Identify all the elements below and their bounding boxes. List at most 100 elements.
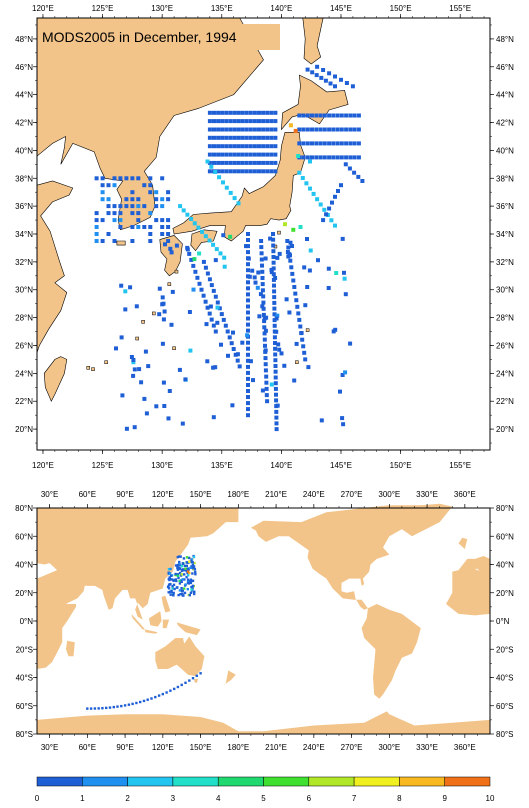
obs-cell [240, 135, 245, 140]
obs-cell [318, 113, 323, 118]
colorbar-label: 2 [125, 794, 130, 803]
upper-lon-label-top: 135°E [211, 4, 233, 13]
obs-cell [228, 135, 233, 140]
obs-cell [124, 176, 129, 181]
obs-cell [348, 141, 353, 146]
obs-cell [191, 565, 194, 568]
lower-lat-label-right: 80°S [496, 730, 513, 739]
obs-cell [176, 563, 180, 567]
obs-cell [220, 152, 225, 157]
obs-cell [301, 344, 306, 349]
obs-cell [348, 127, 353, 132]
obs-cell [178, 555, 181, 558]
obs-cell [262, 316, 267, 321]
obs-cell [307, 268, 312, 273]
obs-cell [263, 328, 268, 333]
obs-cell [201, 259, 206, 264]
upper-lat-label-left: 30°N [15, 286, 33, 295]
obs-cell [269, 382, 274, 387]
upper-lon-label-bottom: 155°E [449, 461, 471, 470]
obs-cell [169, 590, 172, 593]
obs-cell [310, 141, 314, 146]
obs-cell [356, 174, 361, 179]
lower-lon-label-top: 210°E [265, 490, 287, 499]
upper-lat-label-right: 36°N [496, 202, 514, 211]
obs-cell [130, 239, 135, 243]
obs-cell [288, 123, 293, 128]
obs-cell [335, 155, 340, 160]
obs-cell [261, 300, 266, 305]
obs-cell [262, 331, 267, 336]
lower-lat-label-right: 20°N [496, 589, 514, 598]
obs-cell [184, 567, 187, 570]
obs-cell [335, 113, 340, 118]
lower-lat-label-left: 0°N [20, 617, 34, 626]
obs-cell [216, 110, 221, 115]
obs-cell [224, 169, 229, 174]
obs-cell [232, 144, 237, 149]
obs-cell [314, 113, 319, 118]
obs-cell [207, 135, 212, 140]
obs-cell [89, 707, 93, 710]
obs-cell [269, 144, 274, 149]
colorbar-label: 5 [261, 794, 266, 803]
obs-cell [163, 242, 167, 247]
obs-cell [246, 316, 250, 321]
obs-cell [224, 110, 229, 115]
obs-cell [305, 155, 310, 160]
obs-cell [274, 409, 279, 414]
obs-cell [236, 152, 241, 157]
obs-cell [264, 374, 269, 379]
colorbar-swatch [263, 776, 310, 787]
antarctica [37, 711, 490, 734]
obs-cell [166, 190, 171, 195]
obs-cell [331, 113, 336, 118]
obs-cell [300, 176, 305, 180]
obs-cell [162, 309, 167, 314]
obs-cell [334, 271, 339, 275]
obs-cell [160, 341, 165, 346]
colorbar-label: 10 [486, 794, 495, 803]
obs-cell [271, 255, 276, 259]
island [277, 230, 281, 235]
obs-cell [251, 378, 255, 383]
obs-cell [169, 250, 174, 255]
obs-cell [97, 707, 100, 710]
obs-cell [273, 358, 278, 363]
colorbar-swatch [444, 776, 491, 787]
obs-cell [190, 585, 193, 589]
obs-cell [123, 704, 127, 707]
obs-cell [259, 239, 264, 243]
obs-cell [347, 166, 352, 171]
obs-cell [174, 572, 177, 576]
obs-cell [246, 389, 250, 393]
obs-cell [261, 135, 266, 140]
colorbar-label: 4 [216, 794, 221, 803]
obs-cell [207, 110, 212, 115]
obs-cell [168, 572, 172, 575]
island [135, 336, 139, 341]
obs-cell [293, 291, 298, 296]
colorbar-swatch [399, 776, 445, 787]
obs-cell [213, 365, 218, 370]
obs-cell [240, 340, 245, 345]
obs-cell [212, 127, 216, 132]
obs-cell [218, 251, 223, 256]
obs-cell [319, 418, 324, 423]
obs-cell [130, 211, 135, 216]
obs-cell [232, 119, 237, 124]
upper-lat-label-left: 24°N [15, 369, 33, 378]
obs-cell [261, 312, 266, 317]
obs-cell [178, 579, 181, 583]
obs-cell [305, 141, 310, 146]
obs-cell [191, 584, 195, 588]
obs-cell [235, 358, 240, 363]
obs-cell [183, 587, 186, 590]
obs-cell [212, 144, 216, 149]
colorbar-swatch [353, 776, 400, 787]
obs-cell [216, 119, 221, 124]
obs-cell [303, 303, 308, 308]
obs-cell [224, 152, 229, 157]
obs-cell [265, 110, 270, 115]
obs-cell [272, 289, 277, 294]
